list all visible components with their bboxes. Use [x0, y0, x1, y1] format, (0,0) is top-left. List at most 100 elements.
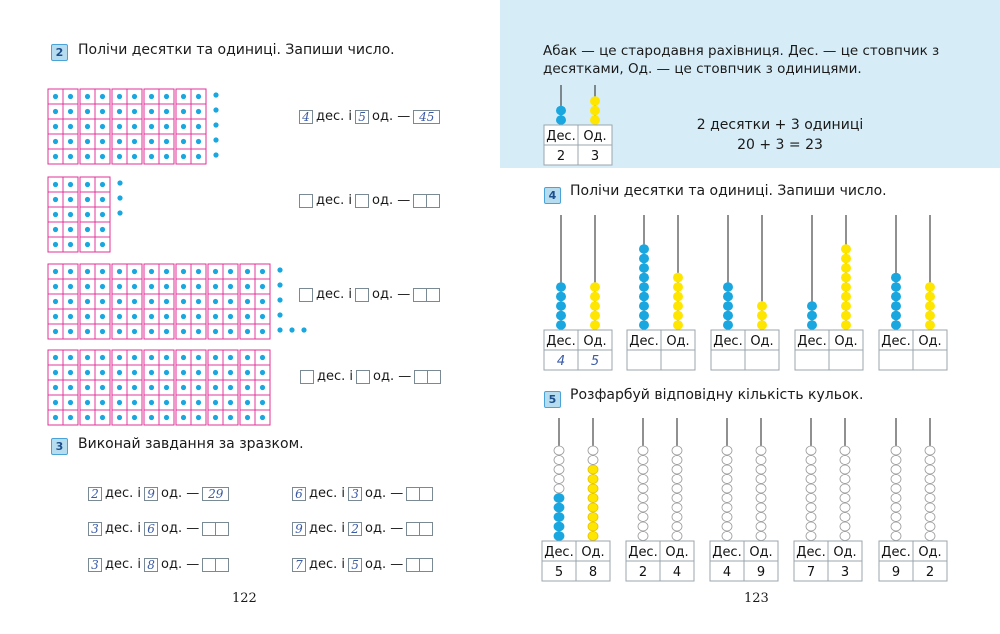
- yellow-bead: [757, 301, 767, 311]
- unit-cell: [94, 409, 111, 426]
- empty-bead: [587, 455, 599, 465]
- ones-label: од. —: [365, 557, 404, 572]
- unit-dot: [163, 328, 170, 335]
- unit-dot: [84, 108, 91, 115]
- unit-dot: [227, 313, 234, 320]
- unit-dot: [163, 93, 170, 100]
- unit-dot: [148, 399, 155, 406]
- number-answer-box[interactable]: 29: [202, 486, 230, 501]
- tens-label: дес. і: [309, 521, 346, 536]
- number-answer-box[interactable]: [202, 521, 230, 536]
- ten-rod: [47, 176, 79, 253]
- task2-row-3: дес. і од. —: [299, 287, 441, 302]
- unit-dot: [99, 211, 106, 218]
- blue-bead: [553, 493, 565, 503]
- unit-dot: [227, 369, 234, 376]
- ones-answer-box[interactable]: [355, 193, 370, 208]
- unit-dot: [52, 196, 59, 203]
- yellow-bead: [841, 263, 851, 273]
- ones-answer-box[interactable]: [356, 369, 371, 384]
- ones-answer-box[interactable]: 5: [355, 109, 370, 124]
- empty-bead: [890, 502, 902, 513]
- unit-dot: [131, 313, 138, 320]
- unit-dot: [116, 384, 123, 391]
- ten-rod: [79, 176, 111, 253]
- yellow-bead: [841, 282, 851, 292]
- unit-dot: [67, 153, 74, 160]
- unit-dot: [244, 298, 251, 305]
- unit-cell: [126, 323, 143, 340]
- unit-dot: [180, 108, 187, 115]
- empty-bead: [890, 493, 902, 503]
- unit-dot: [84, 153, 91, 160]
- yellow-bead: [841, 291, 851, 302]
- unit-dot: [131, 369, 138, 376]
- tens-answer-box[interactable]: [299, 287, 313, 302]
- ones-answer-box[interactable]: [355, 287, 370, 302]
- empty-bead: [755, 464, 767, 475]
- number-answer-box[interactable]: [414, 369, 442, 384]
- number-answer-box[interactable]: [406, 557, 434, 572]
- task2-row-2: дес. і од. —: [299, 193, 441, 208]
- unit-dot: [227, 283, 234, 290]
- tens-label: дес. і: [105, 521, 142, 536]
- unit-dot: [163, 153, 170, 160]
- yellow-bead: [841, 244, 851, 254]
- tens-answer-box[interactable]: [299, 193, 313, 208]
- tens-label: дес. і: [105, 486, 142, 501]
- unit-dot: [99, 196, 106, 203]
- unit-cell: [190, 409, 207, 426]
- tens-label: дес. і: [309, 557, 346, 572]
- tens-value: 2: [639, 565, 647, 580]
- unit-dot: [67, 313, 74, 320]
- unit-dot: [244, 354, 251, 361]
- tens-answer-box[interactable]: [300, 369, 314, 384]
- number-answer-box[interactable]: [406, 486, 434, 501]
- unit-dot: [131, 298, 138, 305]
- number-answer-box[interactable]: [413, 287, 441, 302]
- number-answer-box[interactable]: [413, 193, 441, 208]
- empty-bead: [924, 445, 936, 456]
- abacus: Дес. Од. 2 4: [625, 418, 695, 582]
- task2-blocks: [47, 88, 307, 426]
- blue-bead: [639, 320, 649, 330]
- ten-rod: [47, 263, 79, 340]
- empty-bead: [805, 502, 817, 513]
- tens-label: Дес.: [544, 545, 573, 560]
- unit-dot: [148, 153, 155, 160]
- unit-dot: [180, 328, 187, 335]
- unit-dot: [148, 123, 155, 130]
- empty-bead: [721, 531, 733, 541]
- number-answer-box[interactable]: 45: [413, 109, 441, 124]
- unit-dot: [244, 414, 251, 421]
- unit-dot: [195, 399, 202, 406]
- unit-dot: [116, 108, 123, 115]
- number-answer-box[interactable]: [406, 521, 434, 536]
- unit-dot: [148, 283, 155, 290]
- unit-dot: [244, 399, 251, 406]
- yellow-bead: [590, 320, 600, 330]
- blue-bead: [556, 291, 566, 302]
- empty-bead: [924, 455, 936, 465]
- number-answer-box[interactable]: [202, 557, 230, 572]
- one-dot: [277, 267, 283, 273]
- info-line-1: 2 десятки + 3 одиниці: [696, 117, 864, 133]
- unit-dot: [180, 313, 187, 320]
- unit-dot: [131, 283, 138, 290]
- tens-label: Дес.: [881, 334, 910, 349]
- ten-rod: [111, 88, 143, 165]
- unit-dot: [163, 298, 170, 305]
- unit-dot: [259, 399, 266, 406]
- empty-bead: [671, 445, 683, 456]
- ten-rod: [207, 349, 239, 426]
- unit-dot: [227, 414, 234, 421]
- ones-label: Од.: [833, 545, 856, 560]
- ten-rod: [79, 263, 111, 340]
- task3-item-4: 9 дес. і 2 од. —: [292, 521, 434, 536]
- tens-answer-box[interactable]: 4: [299, 109, 313, 124]
- unit-cell: [158, 323, 175, 340]
- yellow-bead: [587, 464, 599, 475]
- ones-value: 9: [757, 565, 765, 580]
- one-dot: [301, 327, 307, 333]
- blue-bead: [639, 310, 649, 321]
